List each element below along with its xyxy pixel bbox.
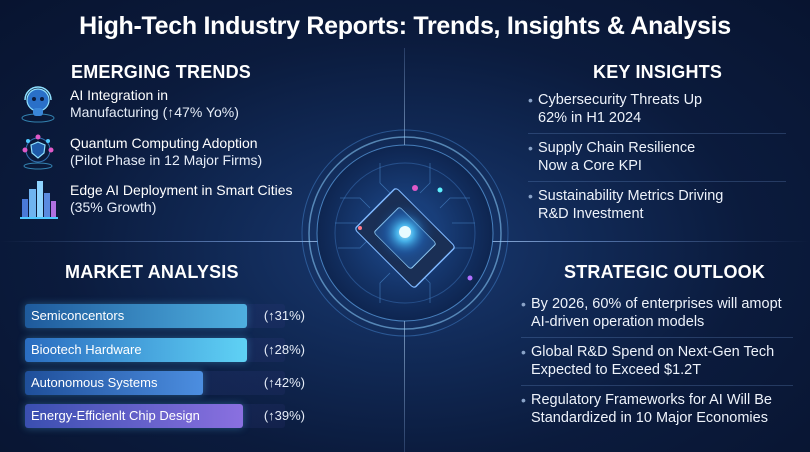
bar-label: Semiconcentors [31, 308, 125, 323]
bar-fill [25, 371, 203, 395]
strategic-outlook-heading: STRATEGIC OUTLOOK [564, 262, 766, 282]
insight-line: R&D Investment [538, 206, 644, 222]
insight-line: Supply Chain Resilience [538, 140, 696, 156]
strategic-outlook-list: • By 2026, 60% of enterprises will amopt… [521, 290, 793, 433]
bar-value: (↑39%) [263, 408, 305, 423]
market-bar-row: Autonomous Systems (↑42%) [25, 371, 305, 395]
bullet-icon: • [521, 296, 526, 312]
trend-detail: Manufacturing (↑47% Yo%) [70, 104, 239, 120]
market-bar-row: Biootech Hardware (↑28%) [25, 338, 305, 362]
bar-value: (↑28%) [263, 342, 305, 357]
smart-city-icon [16, 177, 60, 221]
bullet-icon: • [528, 188, 533, 204]
bullet-icon: • [528, 140, 533, 156]
bar-value: (↑42%) [263, 375, 305, 390]
processor-chip-icon [301, 129, 509, 337]
trend-item: Edge AI Deployment in Smart Cities (35% … [16, 177, 306, 221]
insight-line: Cybersecurity Threats Up [538, 92, 703, 108]
trend-item: Quantum Computing Adoption (Pilot Phase … [16, 130, 306, 174]
insight-line: 62% in H1 2024 [538, 110, 642, 126]
bar-fill [25, 304, 247, 328]
key-insights-heading: KEY INSIGHTS [593, 62, 723, 82]
bar-label: Biootech Hardware [31, 342, 142, 357]
insight-line: Sustainability Metrics Driving [538, 188, 724, 204]
outlook-line: Global R&D Spend on Next-Gen Tech [531, 344, 775, 360]
trend-title: AI Integration in [70, 87, 169, 103]
trend-title: Quantum Computing Adoption [70, 135, 258, 151]
trend-item: AI Integration in Manufacturing (↑47% Yo… [16, 82, 306, 126]
outlook-item: • Global R&D Spend on Next-Gen Tech Expec… [521, 338, 793, 386]
bar-label: Autonomous Systems [31, 375, 158, 390]
chip-illustration [300, 128, 510, 338]
quantum-shield-icon [16, 130, 60, 174]
market-bar-row: Energy-Efficienlt Chip Design (↑39%) [25, 404, 305, 428]
bar-label: Energy-Efficienlt Chip Design [31, 408, 200, 423]
trend-detail: (35% Growth) [70, 199, 157, 215]
emerging-trends-heading: EMERGING TRENDS [71, 62, 252, 82]
bullet-icon: • [521, 344, 526, 360]
outlook-line: AI-driven operation models [531, 314, 705, 330]
key-insights-list: • Cybersecurity Threats Up 62% in H1 2024… [528, 86, 786, 229]
outlook-line: By 2026, 60% of enterprises will amopt [531, 296, 782, 312]
outlook-line: Regulatory Frameworks for AI Will Be [531, 392, 772, 408]
trend-detail: (Pilot Phase in 12 Major Firms) [70, 152, 263, 168]
ai-head-icon [16, 82, 60, 126]
outlook-line: Expected to Exceed $1.2T [531, 362, 702, 378]
page-title: High-Tech Industry Reports: Trends, Insi… [79, 12, 731, 40]
insight-line: Now a Core KPI [538, 158, 642, 174]
outlook-line: Standardized in 10 Major Economies [531, 410, 768, 426]
bullet-icon: • [528, 92, 533, 108]
bar-value: (↑31%) [263, 308, 305, 323]
trend-title: Edge AI Deployment in Smart Cities [70, 182, 293, 198]
bar-fill [25, 404, 243, 428]
market-bar-row: Semiconcentors (↑31%) [25, 304, 305, 328]
outlook-item: • Regulatory Frameworks for AI Will Be St… [521, 386, 793, 433]
outlook-item: • By 2026, 60% of enterprises will amopt… [521, 290, 793, 338]
insight-item: • Supply Chain Resilience Now a Core KPI [528, 134, 786, 182]
bar-fill [25, 338, 247, 362]
insight-item: • Cybersecurity Threats Up 62% in H1 2024 [528, 86, 786, 134]
market-analysis-heading: MARKET ANALYSIS [65, 262, 239, 282]
bullet-icon: • [521, 392, 526, 408]
insight-item: • Sustainability Metrics Driving R&D Inve… [528, 182, 786, 229]
